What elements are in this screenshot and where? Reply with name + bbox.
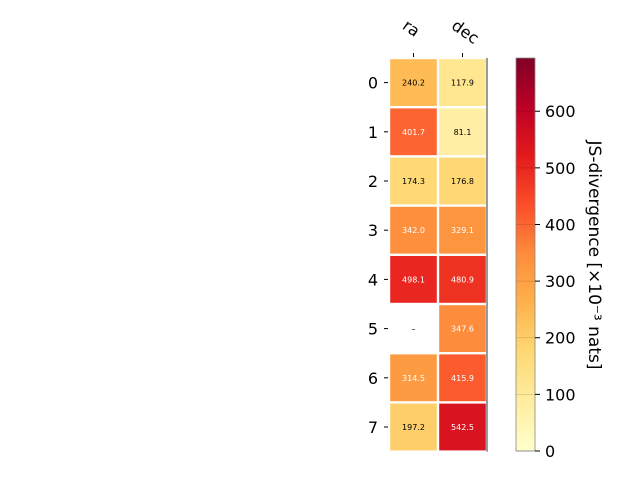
heatmap-cell [439, 206, 486, 254]
cell-value-label: 401.7 [402, 128, 425, 137]
colorbar-tick-label: 200 [545, 329, 576, 348]
heatmap-cell [439, 108, 486, 156]
colorbar [515, 57, 536, 452]
column-tick-label: ra [399, 16, 423, 41]
cell-value-label: 314.5 [402, 374, 425, 383]
cell-value-label: 117.9 [451, 79, 474, 88]
colorbar-tick-label: 600 [545, 102, 576, 121]
colorbar-tick-label: 100 [545, 385, 576, 404]
heatmap-cell [390, 108, 437, 156]
heatmap-cell [439, 305, 486, 352]
colorbar-tick-label: 400 [545, 215, 576, 234]
cell-value-label: 174.3 [402, 177, 425, 186]
cell-value-label: 498.1 [402, 275, 425, 284]
cell-value-label: 347.6 [451, 325, 474, 334]
row-tick-label: 7 [368, 418, 378, 437]
cell-value-label: 342.0 [402, 226, 425, 235]
heatmap-cell [390, 256, 437, 303]
cell-value-label: 542.5 [451, 423, 474, 432]
row-tick-label: 1 [368, 123, 378, 142]
cell-value-label: 81.1 [454, 128, 472, 137]
colorbar-tick-label: 300 [545, 272, 576, 291]
row-tick-label: 6 [368, 369, 378, 388]
row-tick-label: 5 [368, 320, 378, 339]
cell-value-label: 329.1 [451, 226, 474, 235]
cell-value-label: 176.8 [451, 177, 474, 186]
heatmap-cell [439, 59, 486, 106]
colorbar-axis: 0 100 200 300 400 500 600 [516, 102, 576, 461]
row-axis: 0 1 2 3 4 5 6 7 [368, 74, 388, 437]
cell-value-label: – [412, 325, 416, 334]
heatmap-cells: 240.2 117.9 401.7 81.1 174.3 176.8 342.0 329.1 4… [390, 59, 486, 451]
heatmap-cell [390, 157, 437, 205]
row-tick-label: 4 [368, 270, 378, 289]
heatmap-cell [439, 403, 486, 451]
colorbar-label: JS-divergence [×10⁻³ nats] [584, 140, 604, 370]
cell-value-label: 240.2 [402, 79, 425, 88]
cell-value-label: 415.9 [451, 374, 474, 383]
heatmap-cell [390, 403, 437, 451]
heatmap-cell [390, 206, 437, 254]
colorbar-tick-label: 0 [545, 442, 555, 461]
heatmap-cell [439, 354, 486, 402]
row-tick-label: 0 [368, 74, 378, 93]
heatmap-cell [390, 354, 437, 402]
heatmap-cell [439, 256, 486, 303]
column-tick-label: dec [448, 16, 482, 48]
colorbar-tick-label: 500 [545, 159, 576, 178]
heatmap-cell [439, 157, 486, 205]
cell-value-label: 197.2 [402, 423, 425, 432]
row-tick-label: 3 [368, 221, 378, 240]
row-tick-label: 2 [368, 172, 378, 191]
cell-value-label: 480.9 [451, 275, 474, 284]
heatmap-cell [390, 59, 437, 106]
